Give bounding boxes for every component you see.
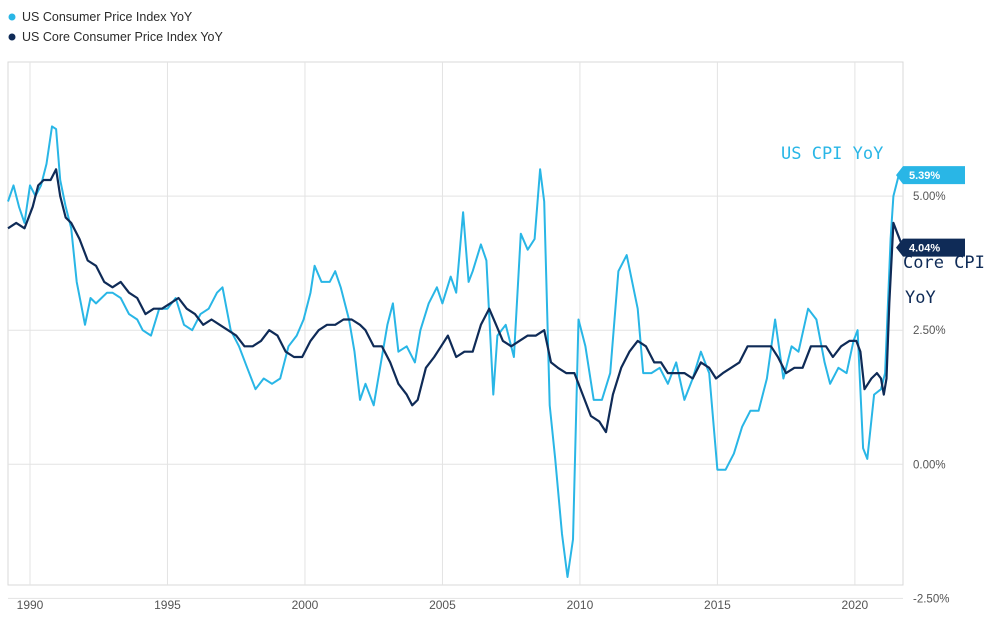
annotation-core-yoy: YoY	[905, 288, 936, 308]
legend-marker-core-cpi	[8, 33, 16, 41]
x-tick-label: 2020	[842, 598, 869, 612]
y-axis-ticks: -2.50% 0.00% 2.50% 5.00%	[913, 191, 949, 605]
legend-item-core-cpi[interactable]: US Core Consumer Price Index YoY	[8, 30, 224, 44]
annotation-us-cpi: US CPI YoY	[781, 144, 883, 164]
y-tick-label: 0.00%	[913, 459, 946, 471]
x-tick-label: 1990	[17, 598, 44, 612]
series-line-core-cpi[interactable]	[7, 168, 905, 434]
badge-cpi-value: 5.39%	[909, 170, 940, 182]
badge-core-value: 4.04%	[909, 243, 940, 255]
x-tick-label: 2000	[292, 598, 319, 612]
legend-label-core-cpi: US Core Consumer Price Index YoY	[22, 30, 223, 44]
x-axis-ticks: 1990 1995 2000 2005 2010 2015 2020	[17, 598, 869, 612]
plot-area	[7, 61, 904, 586]
y-gridlines	[8, 195, 903, 599]
x-tick-label: 2010	[567, 598, 594, 612]
legend-label-cpi: US Consumer Price Index YoY	[22, 10, 193, 24]
x-tick-label: 2005	[429, 598, 456, 612]
x-tick-label: 2015	[704, 598, 731, 612]
y-tick-label: 2.50%	[913, 325, 946, 337]
legend-item-cpi[interactable]: US Consumer Price Index YoY	[8, 10, 193, 24]
legend: US Consumer Price Index YoY US Core Cons…	[8, 10, 224, 44]
x-tick-label: 1995	[154, 598, 181, 612]
badge-cpi-shape	[896, 166, 965, 185]
series-line-cpi[interactable]	[7, 125, 904, 578]
y-tick-label: 5.00%	[913, 191, 946, 203]
last-value-badge-core-cpi: 4.04%	[896, 238, 965, 257]
y-tick-label: -2.50%	[913, 593, 949, 605]
last-value-badge-cpi: 5.39%	[896, 166, 965, 185]
legend-marker-cpi	[8, 13, 16, 21]
annotation-core-cpi: Core CPI	[903, 253, 985, 273]
badge-core-shape	[896, 238, 965, 257]
